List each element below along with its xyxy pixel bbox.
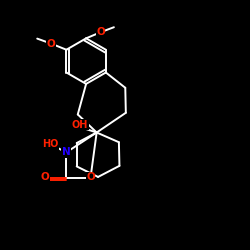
Text: O: O (96, 27, 105, 37)
Text: N: N (62, 148, 70, 158)
Text: OH: OH (72, 120, 88, 130)
Text: O: O (41, 172, 50, 182)
Text: O: O (86, 172, 95, 182)
Text: HO: HO (42, 139, 58, 149)
Text: O: O (47, 38, 56, 48)
